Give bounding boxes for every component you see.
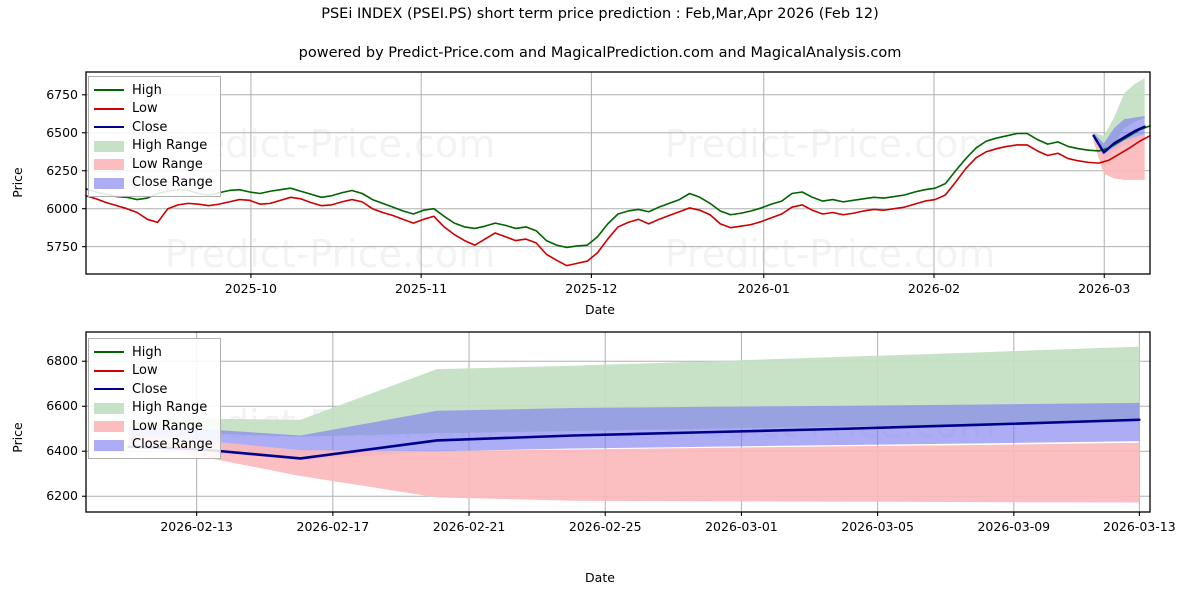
- overview-watermark: Predict-Price.com: [165, 232, 496, 276]
- forecast-detail-legend-label: Close Range: [132, 437, 213, 453]
- forecast-detail-plot-border: [85, 331, 1151, 513]
- overview-chart-panel: Predict-Price.com Predict-Price.com Predic…: [0, 62, 1200, 322]
- overview-legend-swatch-line: [94, 103, 124, 115]
- overview-x-tick-label: 2026-01: [737, 281, 790, 296]
- overview-watermark: Predict-Price.com: [665, 232, 996, 276]
- forecast-detail-legend-label: Close: [132, 381, 168, 397]
- overview-legend-item-close: Close: [94, 118, 213, 137]
- forecast-detail-legend-swatch-line: [94, 346, 124, 358]
- overview-legend-swatch-mark: [94, 140, 124, 152]
- forecast-detail-chart-svg: Predict-Price.comPredict-Price.com: [82, 331, 1151, 516]
- forecast-detail-y-tick-label: 6800: [46, 353, 78, 369]
- overview-legend-label: High: [132, 82, 162, 98]
- overview-chart-svg: Predict-Price.com Predict-Price.com Predic…: [82, 71, 1151, 278]
- overview-legend-item-low-range: Low Range: [94, 155, 213, 174]
- overview-legend-item-low: Low: [94, 100, 213, 119]
- forecast-detail-chart-panel: Predict-Price.comPredict-Price.com: [0, 322, 1200, 540]
- forecast-detail-legend-swatch-mark: [94, 388, 124, 391]
- forecast-detail-legend-swatch-mark: [94, 439, 124, 451]
- forecast-detail-legend-item-high-range: High Range: [94, 399, 213, 418]
- overview-legend-swatch-mark: [94, 159, 124, 171]
- forecast-detail-legend-item-close-range: Close Range: [94, 436, 213, 455]
- forecast-detail-x-tick-label: 2026-02-13: [160, 519, 233, 534]
- overview-legend-label: Close Range: [132, 175, 213, 191]
- overview-legend-label: Close: [132, 119, 168, 135]
- forecast-detail-legend-swatch-mark: [94, 421, 124, 433]
- forecast-detail-x-tick-label: 2026-03-05: [841, 519, 914, 534]
- overview-x-tick-label: 2025-12: [565, 281, 618, 296]
- overview-legend-item-close-range: Close Range: [94, 174, 213, 193]
- forecast-detail-x-tick-label: 2026-02-17: [296, 519, 370, 534]
- overview-legend-swatch-mark: [94, 89, 124, 92]
- overview-legend-label: High Range: [132, 138, 208, 154]
- overview-watermark: Predict-Price.com: [665, 122, 996, 166]
- forecast-detail-legend-item-close: Close: [94, 380, 213, 399]
- overview-legend-swatch-patch: [94, 140, 124, 152]
- forecast-detail-x-tick-label: 2026-02-21: [432, 519, 506, 534]
- forecast-detail-y-tick-label: 6600: [46, 398, 78, 414]
- overview-plot-border: [85, 71, 1151, 275]
- forecast-detail-legend-item-low-range: Low Range: [94, 417, 213, 436]
- overview-y-tick-label: 6250: [46, 162, 78, 178]
- forecast-detail-x-axis-label: Date: [585, 570, 615, 585]
- forecast-detail-legend-swatch-line: [94, 383, 124, 395]
- page-subtitle: powered by Predict-Price.com and Magical…: [298, 45, 902, 61]
- forecast-detail-legend-label: High: [132, 344, 162, 360]
- forecast-detail-band-low-range: [128, 435, 1140, 503]
- forecast-detail-legend-swatch-mark: [94, 351, 124, 354]
- overview-legend-label: Low: [132, 101, 158, 117]
- overview-band-high-range: [1093, 78, 1145, 156]
- overview-series-close-forecast: [1092, 125, 1146, 154]
- forecast-detail-y-tick-label: 6400: [46, 443, 78, 459]
- overview-y-tick-label: 6750: [46, 86, 78, 102]
- forecast-detail-legend-swatch-patch: [94, 439, 124, 451]
- overview-legend-swatch-patch: [94, 158, 124, 171]
- forecast-detail-legend-label: Low: [132, 363, 158, 379]
- overview-y-tick-label: 6500: [46, 124, 78, 140]
- overview-x-tick-label: 2026-03: [1078, 281, 1131, 296]
- forecast-detail-y-tick-label: 6200: [46, 488, 78, 504]
- forecast-detail-legend-label: High Range: [132, 400, 208, 416]
- overview-x-tick-label: 2025-11: [395, 281, 448, 296]
- forecast-detail-legend-swatch-line: [94, 365, 124, 377]
- forecast-detail-series-close: [127, 418, 1141, 460]
- overview-legend-swatch-patch: [94, 177, 124, 189]
- overview-legend-swatch-mark: [94, 107, 124, 110]
- forecast-detail-legend-swatch-patch: [94, 402, 124, 414]
- forecast-detail-legend-swatch-mark: [94, 402, 124, 414]
- forecast-detail-band-close-range: [128, 402, 1140, 461]
- forecast-detail-legend-item-low: Low: [94, 362, 213, 381]
- overview-legend-swatch-line: [94, 84, 124, 96]
- overview-legend-swatch-mark: [94, 177, 124, 189]
- forecast-detail-legend-swatch-mark: [94, 369, 124, 372]
- forecast-detail-x-tick-label: 2026-03-01: [705, 519, 778, 534]
- forecast-detail-legend: High Low Close High Range Low Range Close Ran…: [88, 338, 221, 459]
- overview-legend-swatch-line: [94, 121, 124, 133]
- overview-plot-background: [86, 72, 1150, 274]
- forecast-detail-x-tick-label: 2026-03-09: [977, 519, 1051, 534]
- forecast-detail-x-tick-label: 2026-03-13: [1103, 519, 1176, 534]
- overview-x-tick-label: 2026-02: [907, 281, 961, 296]
- overview-y-tick-label: 6000: [46, 200, 78, 216]
- overview-legend-item-high-range: High Range: [94, 137, 213, 156]
- overview-legend-item-high: High: [94, 81, 213, 100]
- forecast-detail-x-tick-label: 2026-02-25: [568, 519, 642, 534]
- page-title: PSEi INDEX (PSEI.PS) short term price pr…: [321, 6, 879, 22]
- forecast-detail-legend-item-high: High: [94, 343, 213, 362]
- overview-legend-swatch-mark: [94, 126, 124, 129]
- overview-series-high: [85, 125, 1151, 249]
- forecast-detail-legend-label: Low Range: [132, 418, 203, 434]
- overview-x-tick-label: 2025-10: [224, 281, 278, 296]
- overview-y-tick-label: 5750: [46, 238, 78, 254]
- overview-x-axis-label: Date: [585, 302, 615, 317]
- overview-legend: High Low Close High Range Low Range Close Ran…: [88, 76, 221, 197]
- overview-series-low: [85, 134, 1151, 267]
- overview-legend-label: Low Range: [132, 156, 203, 172]
- forecast-detail-legend-swatch-patch: [94, 420, 124, 433]
